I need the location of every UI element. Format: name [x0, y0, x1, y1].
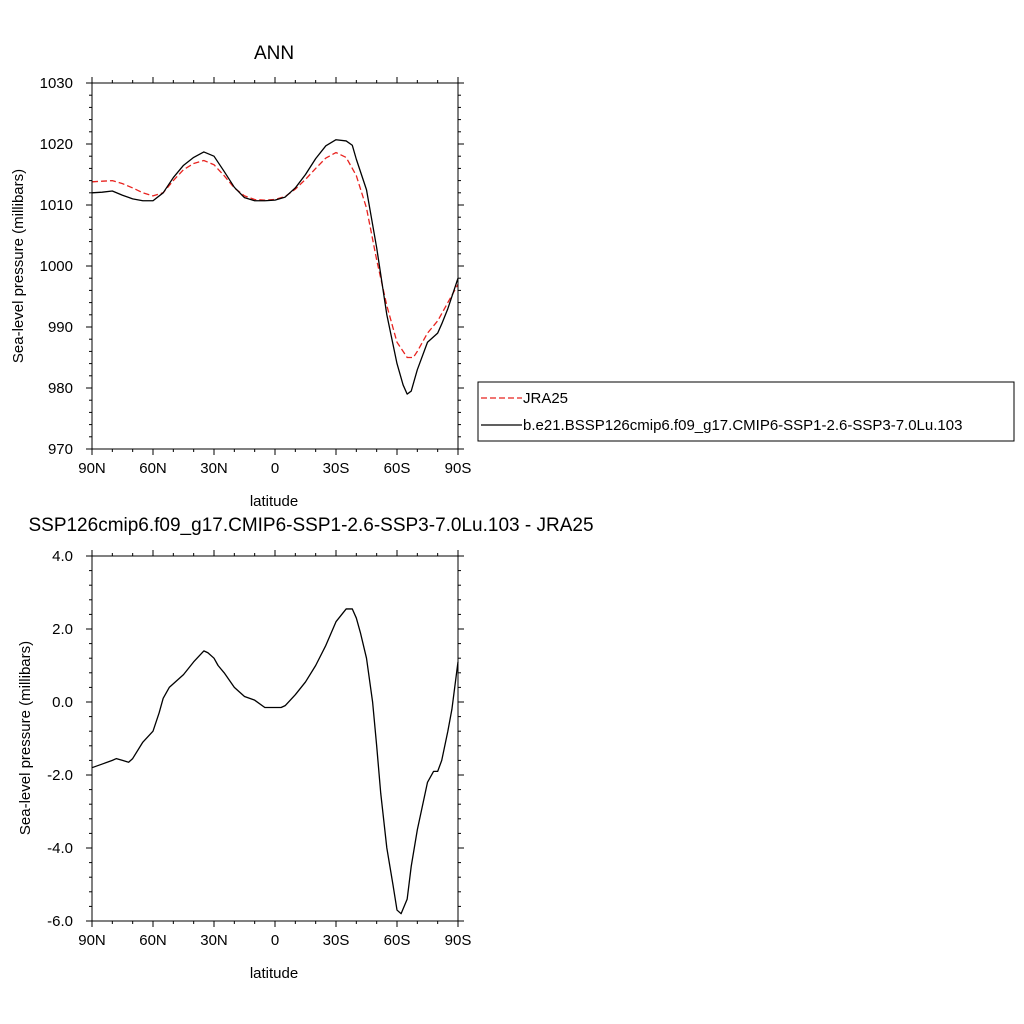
series-line-1 — [91, 139, 459, 395]
x-tick-label: 60N — [139, 460, 167, 477]
y-tick-label: -4.0 — [47, 840, 73, 857]
plot-frame — [91, 82, 459, 450]
y-tick-label: 4.0 — [52, 548, 73, 565]
series-group — [91, 139, 459, 395]
legend-box — [477, 381, 1015, 442]
chart-title: SSP126cmip6.f09_g17.CMIP6-SSP1-2.6-SSP3-… — [28, 515, 593, 536]
y-tick-label: 2.0 — [52, 621, 73, 638]
y-axis-label: Sea-level pressure (millibars) — [17, 641, 34, 835]
axes-group: 90N 60N 30N 0 30S 60S 90S -6.0 -4.0 -2.0 0.0 2.0 4.0 — [47, 548, 471, 949]
bottom-panel: SSP126cmip6.f09_g17.CMIP6-SSP1-2.6-SSP3-… — [17, 515, 594, 982]
x-tick-label: 30N — [200, 460, 228, 477]
legend-label-jra25: JRA25 — [523, 390, 568, 407]
x-tick-label: 0 — [271, 460, 279, 477]
x-tick-label: 30N — [200, 932, 228, 949]
y-tick-label: 1030 — [40, 75, 73, 92]
axes-group: 90N 60N 30N 0 30S 60S 90S 970 980 990 1000 1010 1020… — [40, 75, 472, 477]
legend-label-model: b.e21.BSSP126cmip6.f09_g17.CMIP6-SSP1-2.… — [523, 417, 962, 434]
y-tick-label: 1020 — [40, 136, 73, 153]
series-group — [91, 608, 459, 915]
y-tick-label: 1000 — [40, 258, 73, 275]
x-tick-label: 0 — [271, 932, 279, 949]
series-line-0 — [91, 608, 459, 915]
series-line-0 — [91, 151, 459, 359]
x-tick-label: 30S — [323, 460, 350, 477]
x-tick-label: 30S — [323, 932, 350, 949]
x-tick-label: 90N — [78, 932, 106, 949]
y-tick-label: 980 — [48, 380, 73, 397]
x-axis-label: latitude — [250, 493, 298, 510]
y-tick-label: 0.0 — [52, 694, 73, 711]
x-tick-label: 90N — [78, 460, 106, 477]
y-tick-label: 990 — [48, 319, 73, 336]
x-axis-label: latitude — [250, 965, 298, 982]
top-panel: ANN 90N 60N 30N 0 30S 60S 90S 970 980 990 1000 1010… — [10, 43, 471, 510]
x-tick-label: 90S — [445, 932, 472, 949]
x-tick-label: 60S — [384, 460, 411, 477]
x-tick-label: 60N — [139, 932, 167, 949]
y-axis-label: Sea-level pressure (millibars) — [10, 169, 27, 363]
x-tick-label: 90S — [445, 460, 472, 477]
x-tick-label: 60S — [384, 932, 411, 949]
y-tick-label: -6.0 — [47, 913, 73, 930]
y-tick-label: 1010 — [40, 197, 73, 214]
y-tick-label: -2.0 — [47, 767, 73, 784]
legend: JRA25 b.e21.BSSP126cmip6.f09_g17.CMIP6-S… — [477, 381, 1015, 442]
y-tick-label: 970 — [48, 441, 73, 458]
chart-title: ANN — [254, 43, 294, 64]
